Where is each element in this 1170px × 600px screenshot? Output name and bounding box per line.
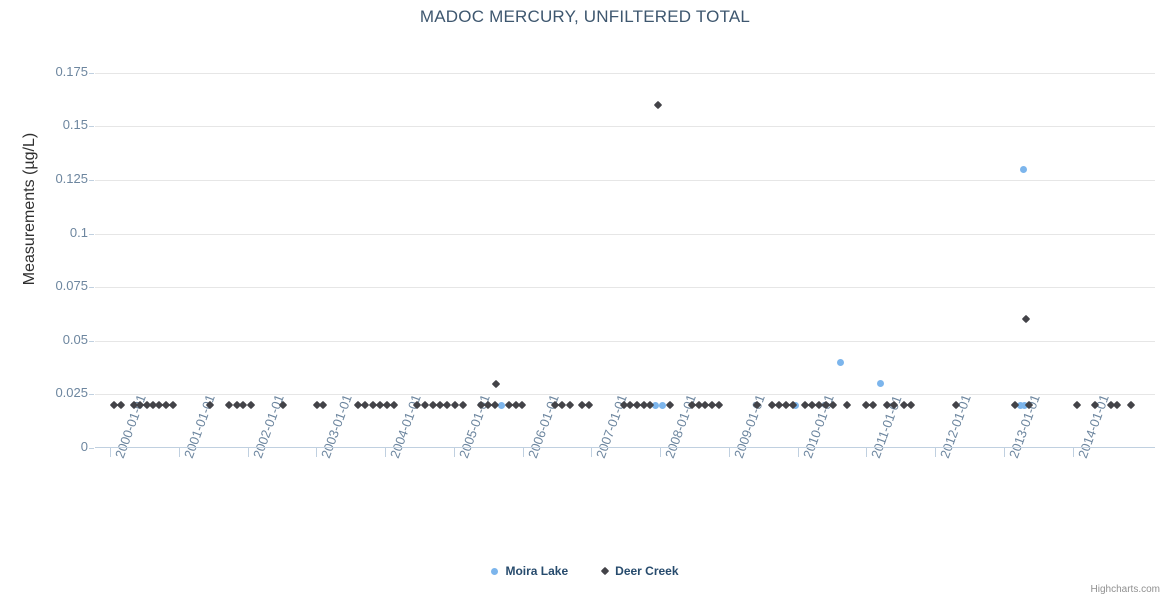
- data-point[interactable]: [828, 400, 837, 410]
- data-point[interactable]: [517, 400, 527, 410]
- data-point[interactable]: [318, 400, 328, 410]
- data-point[interactable]: [889, 400, 899, 410]
- y-axis-tick-mark: [89, 394, 94, 396]
- x-axis-tick-mark: [385, 448, 387, 457]
- x-axis-tick-mark: [247, 448, 249, 457]
- data-point[interactable]: [492, 379, 501, 388]
- legend-item-deer-creek[interactable]: Deer Creek: [600, 564, 679, 578]
- data-point[interactable]: [1090, 400, 1099, 410]
- data-point[interactable]: [498, 401, 506, 409]
- y-axis-tick-label: 0.15: [62, 117, 88, 133]
- x-axis-tick-mark: [453, 448, 455, 457]
- y-axis-title: Measurements (µg/L): [21, 132, 38, 286]
- x-axis-tick-mark: [1072, 448, 1074, 457]
- x-axis-tick-mark: [522, 448, 524, 457]
- data-point[interactable]: [714, 400, 724, 410]
- x-axis-tick-mark: [591, 448, 593, 457]
- data-point[interactable]: [651, 401, 659, 409]
- chart-title: MADOC MERCURY, UNFILTERED TOTAL: [419, 7, 751, 26]
- data-point[interactable]: [1126, 400, 1136, 410]
- x-axis-tick-mark: [935, 448, 937, 457]
- data-point[interactable]: [565, 400, 575, 410]
- y-axis-tick-label: 0.125: [55, 171, 88, 186]
- data-point[interactable]: [585, 400, 594, 410]
- y-axis-tick-mark: [89, 180, 94, 181]
- x-axis-tick-mark: [178, 448, 180, 457]
- data-point[interactable]: [1112, 400, 1122, 410]
- x-axis-tick-mark: [110, 448, 112, 457]
- data-point[interactable]: [1020, 401, 1028, 409]
- data-point[interactable]: [1022, 315, 1031, 324]
- y-axis-tick-mark: [89, 448, 94, 449]
- y-axis-tick-label: 0: [80, 439, 88, 454]
- data-point[interactable]: [1019, 165, 1027, 173]
- y-axis-tick-mark: [89, 72, 94, 74]
- legend-diamond-icon: [600, 566, 610, 576]
- data-point[interactable]: [842, 400, 852, 410]
- data-point[interactable]: [752, 400, 762, 410]
- data-point[interactable]: [906, 400, 916, 410]
- gridline: [95, 287, 1155, 289]
- y-axis-tick-label: 0.05: [62, 331, 88, 347]
- x-axis-tick-mark: [316, 448, 318, 457]
- x-axis-tick-mark: [660, 448, 662, 457]
- y-axis-tick-label: 0.175: [55, 63, 88, 79]
- legend-item-moira-lake[interactable]: Moira Lake: [491, 564, 568, 578]
- data-point[interactable]: [951, 400, 960, 410]
- chart-legend: Moira Lake Deer Creek: [0, 564, 1170, 578]
- gridline: [95, 233, 1155, 235]
- data-point[interactable]: [116, 400, 126, 410]
- plot-area: [95, 46, 1155, 448]
- legend-circle-icon: [491, 567, 499, 575]
- data-point[interactable]: [389, 400, 399, 410]
- data-point[interactable]: [653, 100, 663, 110]
- highcharts-credit[interactable]: Highcharts.com: [1090, 584, 1160, 595]
- x-axis-tick-mark: [866, 448, 868, 457]
- data-point[interactable]: [168, 400, 177, 410]
- gridline: [95, 126, 1155, 128]
- x-axis-tick-mark: [728, 448, 730, 457]
- data-point[interactable]: [205, 400, 215, 410]
- y-axis-tick-mark: [89, 287, 94, 289]
- data-point[interactable]: [868, 400, 878, 410]
- data-point[interactable]: [876, 380, 884, 388]
- y-axis-tick-label: 0.075: [55, 278, 88, 294]
- gridline: [95, 180, 1155, 181]
- data-point[interactable]: [1073, 400, 1082, 410]
- data-point[interactable]: [665, 400, 674, 410]
- data-point[interactable]: [836, 358, 844, 366]
- gridline: [95, 340, 1155, 342]
- y-axis-tick-mark: [89, 126, 94, 128]
- y-axis-tick-label: 0.1: [69, 224, 88, 240]
- data-point[interactable]: [458, 400, 468, 410]
- data-point[interactable]: [658, 401, 666, 409]
- legend-label: Deer Creek: [615, 564, 679, 578]
- x-axis-line: [95, 447, 1155, 448]
- data-point[interactable]: [279, 400, 288, 410]
- y-axis-tick-mark: [89, 340, 94, 342]
- legend-label: Moira Lake: [505, 564, 569, 578]
- x-axis-tick-mark: [797, 448, 799, 457]
- x-axis-tick-mark: [1003, 448, 1005, 457]
- gridline: [95, 394, 1155, 396]
- y-axis-tick-label: 0.025: [55, 385, 88, 401]
- gridline: [95, 72, 1155, 74]
- y-axis-tick-mark: [89, 233, 94, 235]
- data-point[interactable]: [246, 400, 256, 410]
